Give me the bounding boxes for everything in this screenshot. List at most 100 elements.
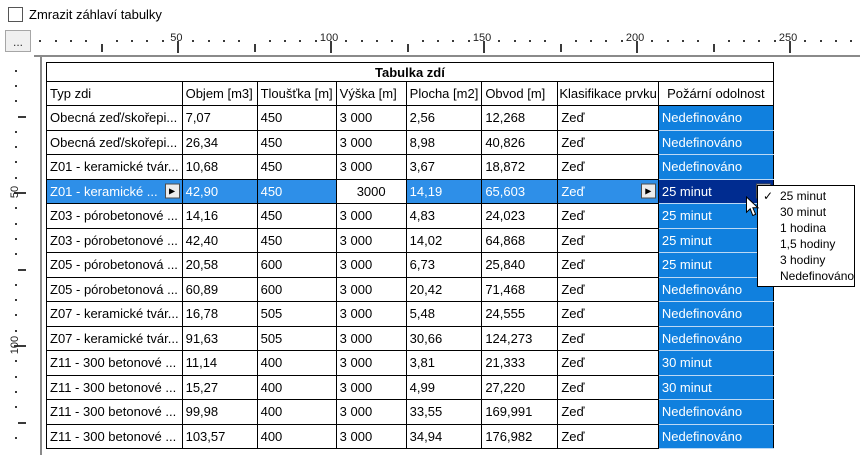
- table-cell[interactable]: 400: [256, 350, 337, 376]
- table-cell[interactable]: Nedefinováno: [657, 423, 774, 449]
- table-cell[interactable]: 10,68: [181, 154, 258, 180]
- table-cell[interactable]: Z05 - pórobetonová ...: [46, 276, 183, 302]
- table-cell[interactable]: 26,34: [181, 129, 258, 155]
- table-cell[interactable]: Zeď: [557, 350, 659, 376]
- table-cell[interactable]: 20,42: [405, 276, 483, 302]
- table-cell[interactable]: Zeď: [557, 154, 659, 180]
- dropdown-item[interactable]: 1 hodina: [780, 221, 827, 235]
- column-header[interactable]: Požární odolnost: [657, 81, 774, 106]
- table-cell[interactable]: 30 minut: [657, 350, 774, 376]
- table-cell[interactable]: 3 000: [335, 423, 407, 449]
- table-cell[interactable]: 20,58: [181, 252, 258, 278]
- cell-dropdown-button[interactable]: ▶: [640, 183, 656, 199]
- table-cell[interactable]: Obecná zeď/skořepi...: [46, 105, 183, 131]
- table-cell[interactable]: 5,48: [405, 301, 483, 327]
- table-cell[interactable]: 400: [256, 399, 337, 425]
- table-cell[interactable]: 71,468: [481, 276, 559, 302]
- table-cell[interactable]: 14,16: [181, 203, 258, 229]
- table-cell[interactable]: Zeď: [557, 105, 659, 131]
- table-cell[interactable]: 450: [256, 227, 337, 253]
- table-cell[interactable]: 42,40: [181, 227, 258, 253]
- table-cell[interactable]: Zeď: [557, 301, 659, 327]
- table-cell[interactable]: 450: [256, 105, 337, 131]
- table-cell[interactable]: Nedefinováno: [657, 301, 774, 327]
- table-cell[interactable]: Zeď ▶: [557, 178, 659, 204]
- table-cell[interactable]: 12,268: [481, 105, 559, 131]
- table-cell[interactable]: Z07 - keramické tvár...: [46, 301, 183, 327]
- table-cell[interactable]: 169,991: [481, 399, 559, 425]
- table-cell[interactable]: Z03 - pórobetonové ...: [46, 227, 183, 253]
- table-cell[interactable]: 3 000: [335, 227, 407, 253]
- table-cell[interactable]: Z11 - 300 betonové ...: [46, 423, 183, 449]
- table-cell[interactable]: 450: [256, 154, 337, 180]
- table-cell[interactable]: 25 minut: [657, 252, 774, 278]
- table-cell[interactable]: Nedefinováno: [657, 105, 774, 131]
- table-cell[interactable]: 21,333: [481, 350, 559, 376]
- column-header[interactable]: Výška [m]: [335, 81, 407, 106]
- table-cell[interactable]: 3 000: [335, 350, 407, 376]
- table-cell[interactable]: Z03 - pórobetonové ...: [46, 203, 183, 229]
- table-cell[interactable]: 103,57: [181, 423, 258, 449]
- dropdown-item[interactable]: 30 minut: [780, 205, 827, 219]
- table-cell[interactable]: 3 000: [335, 325, 407, 351]
- table-cell[interactable]: 34,94: [405, 423, 483, 449]
- table-cell[interactable]: 505: [256, 325, 337, 351]
- table-cell[interactable]: 24,023: [481, 203, 559, 229]
- table-cell[interactable]: 176,982: [481, 423, 559, 449]
- table-cell[interactable]: 33,55: [405, 399, 483, 425]
- table-cell[interactable]: 99,98: [181, 399, 258, 425]
- table-cell[interactable]: 30,66: [405, 325, 483, 351]
- column-header[interactable]: Tloušťka [m]: [256, 81, 337, 106]
- table-cell[interactable]: 2,56: [405, 105, 483, 131]
- table-cell[interactable]: Zeď: [557, 325, 659, 351]
- dropdown-item[interactable]: 1,5 hodiny: [780, 237, 836, 251]
- table-cell[interactable]: Z11 - 300 betonové ...: [46, 399, 183, 425]
- table-cell[interactable]: Zeď: [557, 423, 659, 449]
- table-cell[interactable]: 450: [256, 178, 337, 204]
- table-cell[interactable]: 30 minut: [657, 374, 774, 400]
- table-cell[interactable]: 3,67: [405, 154, 483, 180]
- table-cell[interactable]: 25,840: [481, 252, 559, 278]
- table-cell[interactable]: Nedefinováno: [657, 276, 774, 302]
- column-header[interactable]: Plocha [m2]: [405, 81, 483, 106]
- table-cell[interactable]: Zeď: [557, 399, 659, 425]
- table-cell[interactable]: 400: [256, 374, 337, 400]
- table-title[interactable]: Tabulka zdí: [46, 62, 774, 82]
- table-cell[interactable]: 14,19: [405, 178, 483, 204]
- table-cell[interactable]: 65,603: [481, 178, 559, 204]
- table-cell[interactable]: Z07 - keramické tvár...: [46, 325, 183, 351]
- table-cell[interactable]: 450: [256, 129, 337, 155]
- table-cell[interactable]: 14,02: [405, 227, 483, 253]
- table-cell[interactable]: Z01 - keramické ... ▶: [46, 178, 183, 204]
- table-cell[interactable]: 4,99: [405, 374, 483, 400]
- table-cell[interactable]: 6,73: [405, 252, 483, 278]
- table-cell[interactable]: 7,07: [181, 105, 258, 131]
- column-header[interactable]: Objem [m3]: [181, 81, 258, 106]
- table-cell[interactable]: 16,78: [181, 301, 258, 327]
- freeze-header-checkbox[interactable]: [8, 7, 23, 22]
- table-cell[interactable]: Zeď: [557, 129, 659, 155]
- table-cell[interactable]: Z01 - keramické tvár...: [46, 154, 183, 180]
- table-cell[interactable]: Zeď: [557, 374, 659, 400]
- table-cell[interactable]: Z11 - 300 betonové ...: [46, 350, 183, 376]
- ruler-options-button[interactable]: ...: [5, 30, 31, 52]
- dropdown-item[interactable]: Nedefinováno: [780, 269, 855, 283]
- table-cell[interactable]: 3,81: [405, 350, 483, 376]
- table-cell[interactable]: 600: [256, 276, 337, 302]
- table-cell[interactable]: Obecná zeď/skořepi...: [46, 129, 183, 155]
- table-cell[interactable]: Zeď: [557, 276, 659, 302]
- table-cell[interactable]: 60,89: [181, 276, 258, 302]
- table-cell[interactable]: 40,826: [481, 129, 559, 155]
- table-cell[interactable]: 3 000: [335, 203, 407, 229]
- table-cell[interactable]: 3 000: [335, 399, 407, 425]
- table-cell[interactable]: 18,872: [481, 154, 559, 180]
- table-cell[interactable]: Nedefinováno: [657, 129, 774, 155]
- cell-dropdown-button[interactable]: ▶: [164, 183, 180, 199]
- column-header[interactable]: Klasifikace prvku: [557, 81, 659, 106]
- table-cell[interactable]: 11,14: [181, 350, 258, 376]
- column-header[interactable]: Obvod [m]: [481, 81, 559, 106]
- table-cell[interactable]: 505: [256, 301, 337, 327]
- table-cell[interactable]: 64,868: [481, 227, 559, 253]
- table-cell[interactable]: 4,83: [405, 203, 483, 229]
- editing-cell[interactable]: 3000: [335, 178, 407, 204]
